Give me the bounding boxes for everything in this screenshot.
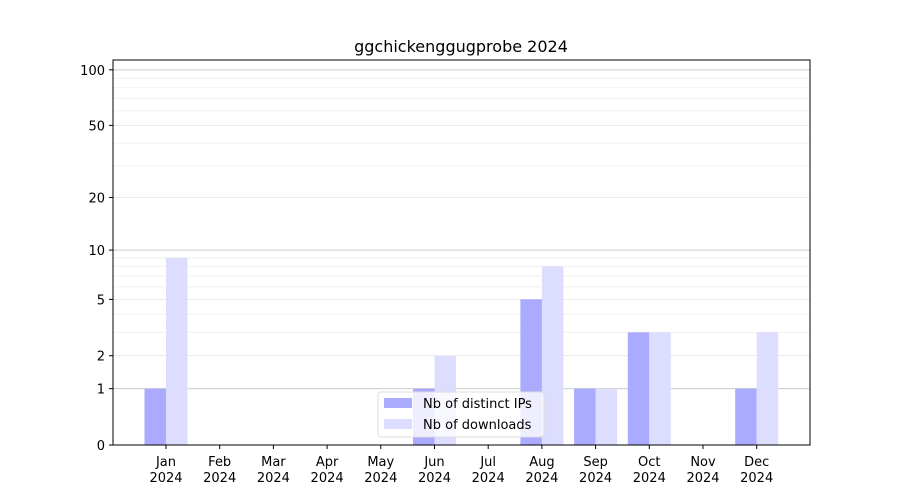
legend-swatch [384, 398, 412, 408]
legend-box [377, 391, 545, 438]
bar-downloads-aug [541, 266, 564, 445]
x-tick-label-year: 2024 [203, 471, 236, 486]
y-tick-label: 100 [80, 64, 105, 79]
x-tick-label-month: Mar [261, 455, 286, 470]
x-tick-label-year: 2024 [686, 471, 719, 486]
x-tick-label-year: 2024 [525, 471, 558, 486]
legend-label: Nb of downloads [423, 418, 532, 433]
x-tick-label-year: 2024 [364, 471, 397, 486]
x-tick-label-month: Sep [583, 455, 608, 470]
x-tick-label-year: 2024 [633, 471, 666, 486]
x-tick-label-month: Apr [316, 455, 339, 470]
legend-label: Nb of distinct IPs [423, 397, 532, 412]
y-tick-label: 20 [88, 192, 105, 207]
legend-swatch [384, 419, 412, 429]
x-tick-label-month: Nov [690, 455, 716, 470]
bar-distinct-ips-oct [627, 332, 650, 445]
x-tick-label-month: May [367, 455, 394, 470]
chart-title: ggchickenggugprobe 2024 [354, 37, 568, 56]
x-tick-label-year: 2024 [149, 471, 182, 486]
x-tick-label-month: Jul [479, 455, 496, 470]
y-tick-label: 0 [97, 439, 105, 454]
bar-downloads-oct [649, 332, 671, 445]
x-tick-label-month: Feb [208, 455, 231, 470]
x-tick-label-year: 2024 [740, 471, 773, 486]
x-tick-label-year: 2024 [472, 471, 505, 486]
plot-frame [112, 59, 811, 446]
y-tick-label: 2 [97, 350, 105, 365]
y-tick-label: 50 [88, 119, 105, 134]
x-tick-label-month: Aug [529, 455, 554, 470]
bar-downloads-dec [756, 332, 779, 445]
bar-downloads-sep [595, 388, 618, 445]
bar-distinct-ips-sep [574, 388, 596, 445]
x-tick-label-year: 2024 [418, 471, 451, 486]
y-tick-label: 5 [97, 293, 105, 308]
y-tick-label: 10 [88, 244, 105, 259]
x-tick-label-month: Jun [423, 455, 444, 470]
x-tick-label-month: Jan [155, 455, 176, 470]
x-tick-label-year: 2024 [257, 471, 290, 486]
x-tick-label-month: Dec [744, 455, 769, 470]
y-tick-label: 1 [97, 383, 105, 398]
bar-downloads-jan [166, 257, 188, 445]
x-tick-label-month: Oct [638, 455, 660, 470]
x-tick-label-year: 2024 [311, 471, 344, 486]
x-tick-label-year: 2024 [579, 471, 612, 486]
legend: Nb of distinct IPs Nb of downloads [377, 391, 545, 438]
bar-distinct-ips-jan [144, 388, 166, 445]
bar-distinct-ips-dec [735, 388, 757, 445]
